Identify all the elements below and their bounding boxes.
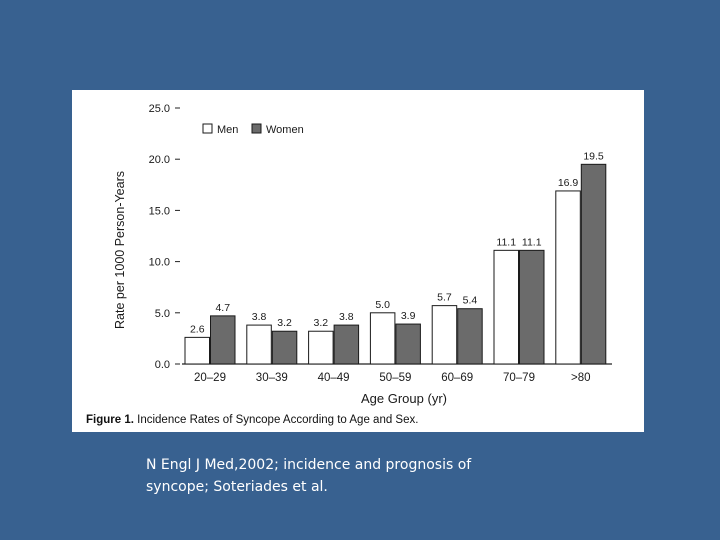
value-label-women: 5.4 [463,295,478,307]
y-tick-label: 15.0 [149,205,170,217]
bar-women [271,330,298,365]
citation-line-2: syncope; Soteriades et al. [146,479,328,495]
figure-panel: 0.0 5.0 10.0 15.0 20.0 25.0 Rate per 1000 Pers… [72,90,644,432]
x-tick-label: 60–69 [441,372,473,384]
bar-men [184,336,210,365]
figure-caption-text: Incidence Rates of Syncope According to … [137,414,419,426]
figure-caption: Figure 1. Incidence Rates of Syncope Acc… [86,414,418,426]
bar-men [246,324,272,365]
legend: Men Women [202,123,304,136]
x-tick-label: 20–29 [194,372,226,384]
legend-swatch-women [251,123,262,134]
bar-men [369,312,396,365]
x-axis-title: Age Group (yr) [361,391,447,406]
value-label-women: 3.9 [401,310,416,322]
value-label-women: 3.8 [339,311,354,323]
legend-label-women: Women [266,124,304,136]
bar-men [308,330,334,365]
value-label-men: 3.2 [314,317,329,329]
bar-women [395,323,421,365]
x-tick-label: 50–59 [379,372,411,384]
bar-women [457,308,483,365]
bar-women [210,315,236,365]
bar-women [580,163,607,365]
bar-men [431,305,458,365]
value-label-women: 11.1 [522,236,542,248]
y-tick-label: 0.0 [155,359,170,371]
bar-chart: 0.0 5.0 10.0 15.0 20.0 25.0 Rate per 1000 Pers… [113,103,612,406]
y-tick-label: 5.0 [155,308,170,320]
value-label-women: 4.7 [215,302,230,314]
value-label-women: 19.5 [583,150,604,162]
value-label-men: 3.8 [252,311,267,323]
figure-caption-label: Figure 1. [86,414,134,426]
x-tick-label: 70–79 [503,372,535,384]
bar-women [333,324,360,365]
bar-men [555,190,581,365]
y-tick-label: 10.0 [149,257,170,269]
x-tick-label: >80 [571,372,591,384]
x-tick-label: 30–39 [256,372,288,384]
x-tick-label: 40–49 [318,372,350,384]
value-label-men: 5.7 [437,292,452,304]
citation-text: N Engl J Med,2002; incidence and prognos… [146,454,526,498]
y-tick-label: 25.0 [149,103,170,115]
value-label-men: 16.9 [558,177,579,189]
value-label-men: 5.0 [375,299,390,311]
value-label-women: 3.2 [277,317,292,329]
y-tick-label: 20.0 [149,154,170,166]
legend-label-men: Men [217,124,238,136]
y-axis-title: Rate per 1000 Person-Years [113,171,127,329]
legend-swatch-men [202,123,213,134]
value-label-men: 11.1 [496,236,516,248]
value-label-men: 2.6 [190,323,205,335]
bar-men [493,249,519,365]
bar-women [519,249,545,365]
citation-line-1: N Engl J Med,2002; incidence and prognos… [146,457,472,473]
